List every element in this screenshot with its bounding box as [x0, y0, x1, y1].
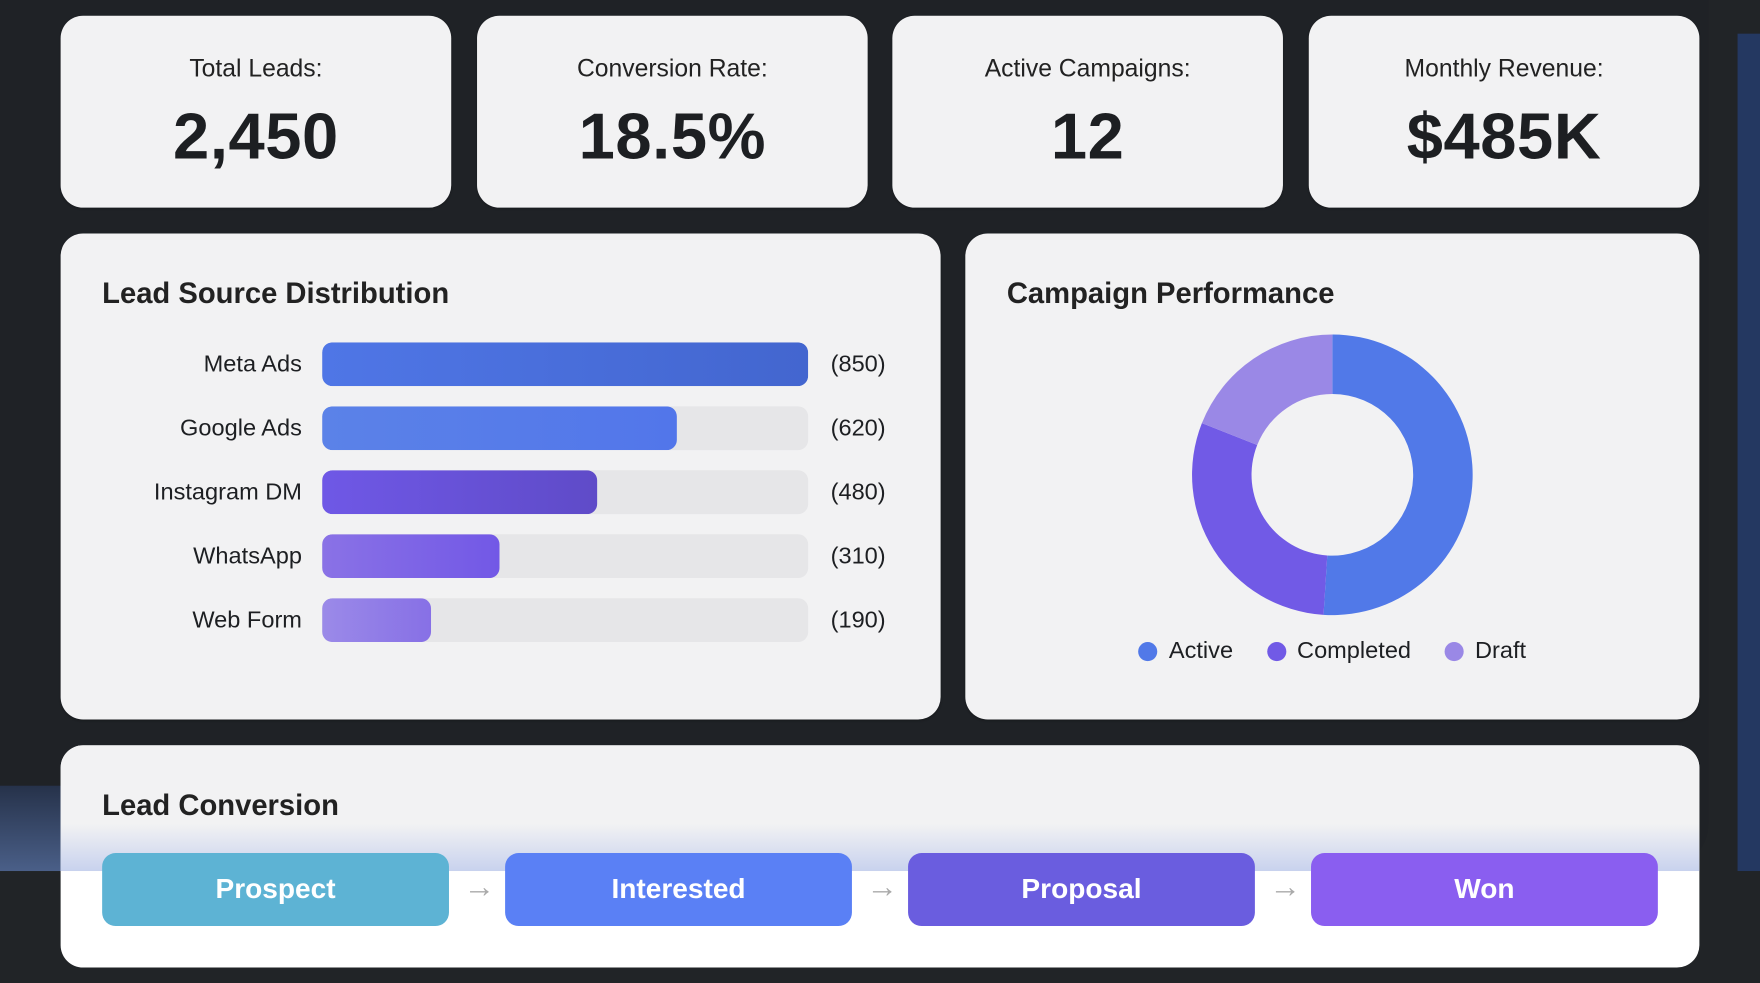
lead-source-card: Lead Source Distribution Meta Ads (850) G… — [60, 233, 942, 720]
funnel-stage-won[interactable]: Won — [1311, 853, 1658, 927]
desktop-edge — [0, 785, 68, 872]
bar — [322, 470, 597, 515]
bar-label: Web Form — [192, 607, 302, 634]
legend-dot-icon — [1444, 641, 1464, 661]
bar-track — [322, 534, 809, 579]
bar-track — [322, 342, 809, 387]
stat-label: Monthly Revenue: — [1404, 53, 1604, 82]
bar-value-label: (190) — [830, 607, 886, 634]
bar — [322, 406, 677, 451]
stat-label: Active Campaigns: — [984, 53, 1191, 82]
desktop-edge-right — [1737, 33, 1760, 872]
bar — [322, 534, 500, 579]
arrow-right-icon: → — [463, 868, 496, 904]
campaign-performance-card: Campaign Performance Active Completed Draf… — [965, 233, 1700, 720]
bar-label: WhatsApp — [193, 543, 302, 570]
stat-value: 2,450 — [173, 99, 339, 173]
legend-item: Active — [1138, 637, 1234, 665]
bar-track — [322, 406, 809, 451]
bar-label: Google Ads — [180, 415, 302, 442]
stat-label: Total Leads: — [189, 53, 323, 82]
legend-label: Active — [1168, 637, 1234, 664]
card-title: Lead Conversion — [102, 787, 339, 822]
bar-track — [322, 598, 809, 643]
bar-label: Meta Ads — [203, 351, 302, 378]
legend-dot-icon — [1266, 641, 1286, 661]
lead-conversion-card: Lead Conversion Prospect → Interested → Prop… — [60, 745, 1700, 968]
legend-item: Completed — [1266, 637, 1412, 665]
bar-track — [322, 470, 809, 515]
legend-label: Completed — [1297, 637, 1412, 664]
bar-value-label: (480) — [830, 479, 886, 506]
legend-item: Draft — [1444, 637, 1527, 665]
bar-row: Instagram DM (480) — [61, 470, 942, 515]
bar-label: Instagram DM — [153, 479, 302, 506]
card-title: Campaign Performance — [1006, 276, 1335, 310]
bar-value-label: (310) — [830, 543, 886, 570]
bar — [322, 342, 809, 387]
legend-dot-icon — [1138, 641, 1158, 661]
bar — [322, 598, 431, 643]
donut-slice-draft — [1201, 334, 1333, 446]
stat-value: 12 — [1050, 99, 1125, 173]
chart-legend: Active Completed Draft — [965, 638, 1699, 665]
stat-card-conversion-rate: Conversion Rate: 18.5% — [477, 15, 868, 208]
funnel-stage-interested[interactable]: Interested — [505, 853, 852, 927]
card-title: Lead Source Distribution — [102, 276, 450, 310]
bar-row: Web Form (190) — [61, 598, 942, 643]
legend-label: Draft — [1475, 637, 1527, 664]
arrow-right-icon: → — [1269, 868, 1301, 904]
funnel-stage-proposal[interactable]: Proposal — [908, 853, 1255, 927]
bar-row: Google Ads (620) — [61, 406, 942, 451]
donut-slice-completed — [1192, 423, 1328, 615]
arrow-right-icon: → — [866, 868, 898, 904]
stat-card-active-campaigns: Active Campaigns: 12 — [892, 15, 1283, 208]
stat-value: 18.5% — [578, 99, 767, 173]
stat-card-total-leads: Total Leads: 2,450 — [60, 15, 452, 208]
donut-slice-active — [1323, 334, 1473, 616]
bar-value-label: (620) — [830, 415, 886, 442]
bar-row: Meta Ads (850) — [61, 342, 942, 387]
bar-row: WhatsApp (310) — [61, 534, 942, 579]
stat-card-monthly-revenue: Monthly Revenue: $485K — [1308, 15, 1700, 208]
funnel-stage-prospect[interactable]: Prospect — [102, 853, 449, 927]
stat-value: $485K — [1406, 99, 1602, 173]
donut-chart — [1192, 334, 1473, 616]
stat-label: Conversion Rate: — [576, 53, 768, 82]
bar-value-label: (850) — [830, 351, 886, 378]
